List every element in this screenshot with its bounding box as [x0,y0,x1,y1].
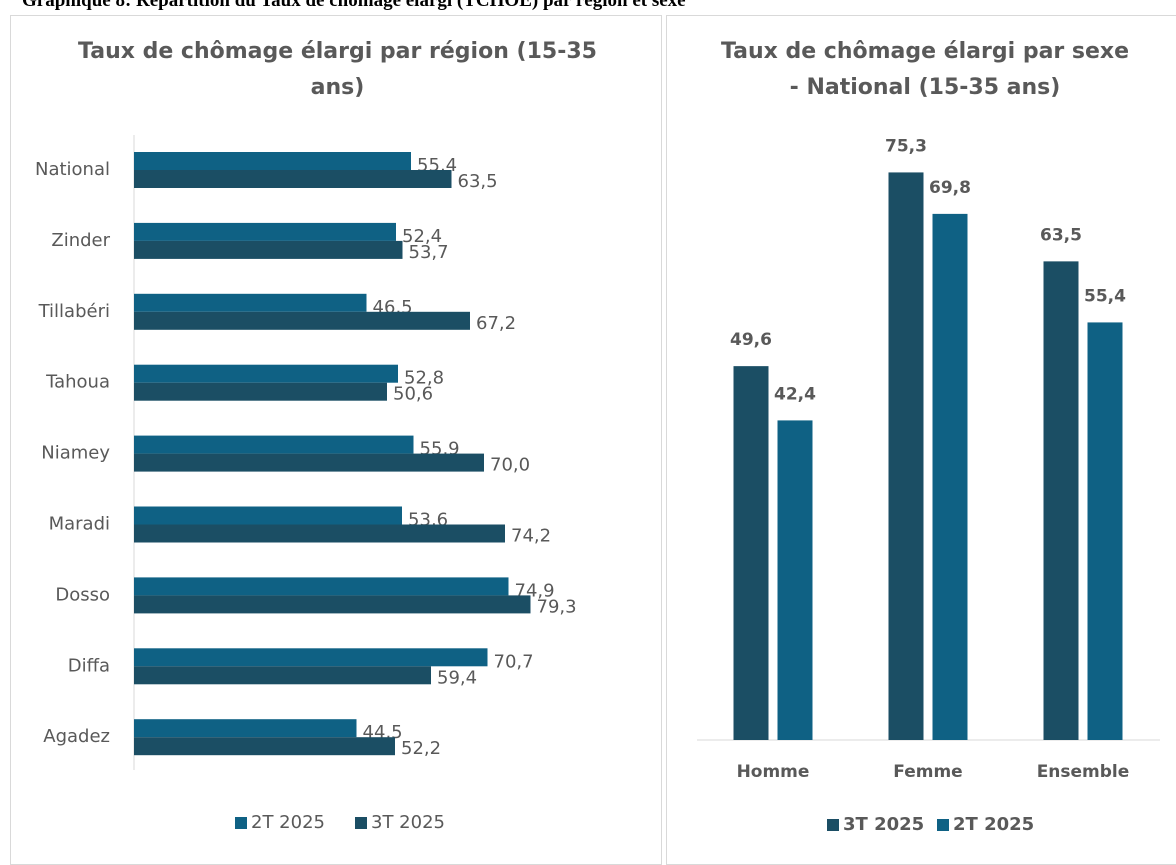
legend-swatch [827,819,839,831]
bar [134,382,387,401]
value-label: 63,5 [458,171,498,192]
bar [733,366,769,740]
x-tick-label: Homme [737,762,810,782]
x-tick-label: Femme [893,762,962,782]
bar [134,524,505,543]
y-tick-label: Maradi [49,514,110,535]
chart-title: Taux de chômage élargi par région (15-35… [78,39,597,100]
value-label: 70,0 [490,455,530,476]
bar [134,222,396,241]
bar [134,648,488,667]
value-label: 63,5 [1040,225,1082,245]
y-tick-label: Agadez [43,726,110,747]
legend-swatch [235,817,247,829]
chart-title: Taux de chômage élargi par sexe - Nation… [720,39,1130,100]
legend-swatch [937,819,949,831]
bar [1043,261,1079,740]
bar [134,170,452,188]
bar [134,595,531,614]
bar [134,240,403,259]
bar [932,213,968,740]
bar [134,453,484,472]
bar [134,364,398,383]
legend-swatch [355,817,367,829]
y-tick-label: Tahoua [45,372,110,393]
value-label: 75,3 [885,136,927,156]
bar [777,420,813,740]
bar [134,666,431,685]
bar [134,719,357,738]
bar [134,506,402,525]
value-label: 59,4 [437,667,477,688]
header-title: Graphique 8: Répartition du Taux de chôm… [22,0,686,11]
value-label: 70,7 [494,651,534,672]
bar [1087,322,1123,740]
y-tick-label: Zinder [51,230,110,251]
y-tick-label: Niamey [41,443,110,464]
bar [134,737,395,756]
value-label: 53,7 [409,242,449,263]
value-label: 69,8 [929,178,971,198]
value-label: 79,3 [537,596,577,617]
value-label: 50,6 [393,384,433,405]
x-tick-label: Ensemble [1037,762,1130,782]
value-label: 52,2 [401,738,441,759]
value-label: 55,4 [1084,286,1126,306]
bar [134,435,414,454]
legend-label: 3T 2025 [843,814,924,835]
legend-label: 2T 2025 [953,814,1034,835]
bar [134,311,470,330]
legend-label: 2T 2025 [251,812,325,833]
value-label: 42,4 [774,384,816,404]
value-label: 49,6 [730,330,772,350]
bar [134,152,411,170]
legend-label: 3T 2025 [371,812,445,833]
value-label: 52,4 [402,226,442,247]
bar [134,293,367,312]
bar [134,577,509,596]
y-tick-label: National [35,159,110,180]
y-tick-label: Dosso [55,584,110,605]
value-label: 52,8 [404,368,444,389]
y-tick-label: Diffa [68,655,110,676]
y-tick-label: Tillabéri [38,301,110,322]
value-label: 74,2 [511,526,551,547]
value-label: 67,2 [476,313,516,334]
bar [888,172,924,740]
